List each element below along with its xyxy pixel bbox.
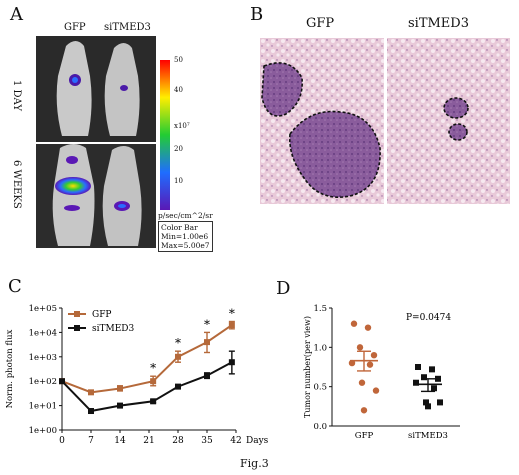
- y-tick-label: 1e+02: [29, 377, 57, 387]
- legend-marker-1: [74, 325, 80, 331]
- panel-b-letter: B: [250, 4, 264, 25]
- legend-marker-0: [74, 311, 80, 317]
- panel-b-col-label-gfp: GFP: [306, 16, 335, 31]
- y-tick-label: 1.5: [313, 304, 327, 314]
- data-point: [425, 403, 431, 410]
- p-value-annotation: P=0.0474: [406, 313, 451, 323]
- data-point: [429, 366, 435, 373]
- data-point: [370, 352, 378, 359]
- data-point: [364, 324, 372, 331]
- legend-label-0: GFP: [92, 310, 112, 320]
- panel-d-letter: D: [276, 278, 291, 299]
- data-point: [366, 361, 374, 368]
- colorbar: [160, 60, 170, 210]
- data-point: [421, 374, 427, 381]
- data-point: [350, 320, 358, 327]
- data-point: [415, 364, 421, 370]
- panel-b-histology: [260, 38, 510, 204]
- x-tick-label: 0: [59, 436, 65, 446]
- colorbar-multiplier: x10⁷: [174, 122, 190, 130]
- data-point: [88, 389, 94, 396]
- colorbar-legend-title: Color Bar: [161, 223, 198, 232]
- data-point: [228, 359, 235, 366]
- data-point: [431, 385, 437, 392]
- data-point: [204, 339, 210, 346]
- data-point: [204, 372, 210, 379]
- significance-star: *: [204, 317, 210, 331]
- data-point: [358, 379, 366, 386]
- data-point: [59, 378, 65, 385]
- panel-c-line-chart: 1e+00 1e+01 1e+02 1e+03 1e+04 1e+05 0 7 14 21 28 35…: [5, 304, 269, 446]
- category-label-1: siTMED3: [408, 431, 448, 441]
- y-tick-label: 1e+04: [29, 328, 57, 338]
- colorbar-tick-40: 40: [174, 86, 183, 94]
- y-tick-label: 1e+03: [29, 353, 57, 363]
- panel-a-col-label-gfp: GFP: [64, 22, 86, 33]
- mouse-gfp-6weeks: [52, 144, 95, 246]
- category-label-0: GFP: [355, 431, 374, 441]
- panel-a-imaging: [36, 36, 156, 248]
- y-tick-label: 1.0: [313, 343, 327, 353]
- data-point: [88, 408, 94, 415]
- data-point: [150, 398, 157, 405]
- x-tick-label: 7: [88, 436, 94, 446]
- data-point: [423, 399, 429, 406]
- histology-sitmed3: [387, 38, 510, 204]
- series-line-1: [61, 361, 233, 413]
- data-point: [360, 407, 368, 414]
- panel-c-letter: C: [8, 276, 22, 297]
- colorbar-tick-10: 10: [174, 177, 183, 185]
- panel-a-row-label-1day: 1 DAY: [11, 80, 22, 111]
- y-tick-label: 1e+01: [29, 402, 57, 412]
- colorbar-unit: p/sec/cm^2/sr: [158, 211, 213, 220]
- y-axis-label: Norm. photon flux: [5, 329, 15, 408]
- x-tick-label: 28: [172, 436, 184, 446]
- y-tick-label: 0.0: [313, 422, 327, 432]
- y-tick-label: 1e+05: [29, 304, 57, 314]
- colorbar-legend-box: Color Bar Min=1.00e6 Max=5.00e7: [158, 221, 213, 252]
- significance-star: *: [150, 361, 156, 375]
- significance-star: *: [229, 306, 235, 320]
- data-point: [150, 378, 157, 385]
- colorbar-tick-20: 20: [174, 145, 183, 153]
- mouse-sitmed3-6weeks: [102, 146, 142, 246]
- data-point: [437, 399, 443, 406]
- panel-a-letter: A: [10, 4, 23, 25]
- legend-label-1: siTMED3: [92, 324, 135, 334]
- data-point: [175, 353, 181, 360]
- data-point: [372, 387, 380, 394]
- mouse-gfp-day1: [56, 41, 92, 136]
- colorbar-tick-50: 50: [174, 56, 183, 64]
- data-point: [435, 375, 441, 382]
- significance-star: *: [175, 336, 181, 350]
- colorbar-legend-min: Min=1.00e6: [161, 232, 209, 241]
- y-tick-label: 0.5: [313, 383, 327, 393]
- x-tick-label: 35: [201, 436, 213, 446]
- data-point: [413, 379, 419, 386]
- y-tick-label: 1e+00: [29, 426, 57, 436]
- figure-label: Fig.3: [240, 457, 269, 470]
- y-axis-label: Tumor number(per view): [303, 316, 312, 418]
- data-point: [117, 402, 123, 409]
- panel-a-col-label-sitmed3: siTMED3: [104, 22, 151, 33]
- panel-b-col-label-sitmed3: siTMED3: [408, 16, 469, 31]
- data-point: [175, 383, 181, 390]
- x-tick-label: 42: [230, 436, 241, 446]
- colorbar-legend-max: Max=5.00e7: [161, 241, 210, 250]
- x-axis-label: Days: [246, 436, 269, 446]
- panel-a-row-label-6weeks: 6 WEEKS: [11, 160, 22, 209]
- x-tick-label: 21: [143, 436, 154, 446]
- data-point: [356, 344, 364, 351]
- data-point: [228, 322, 235, 329]
- x-tick-label: 14: [114, 436, 126, 446]
- data-point: [117, 385, 123, 392]
